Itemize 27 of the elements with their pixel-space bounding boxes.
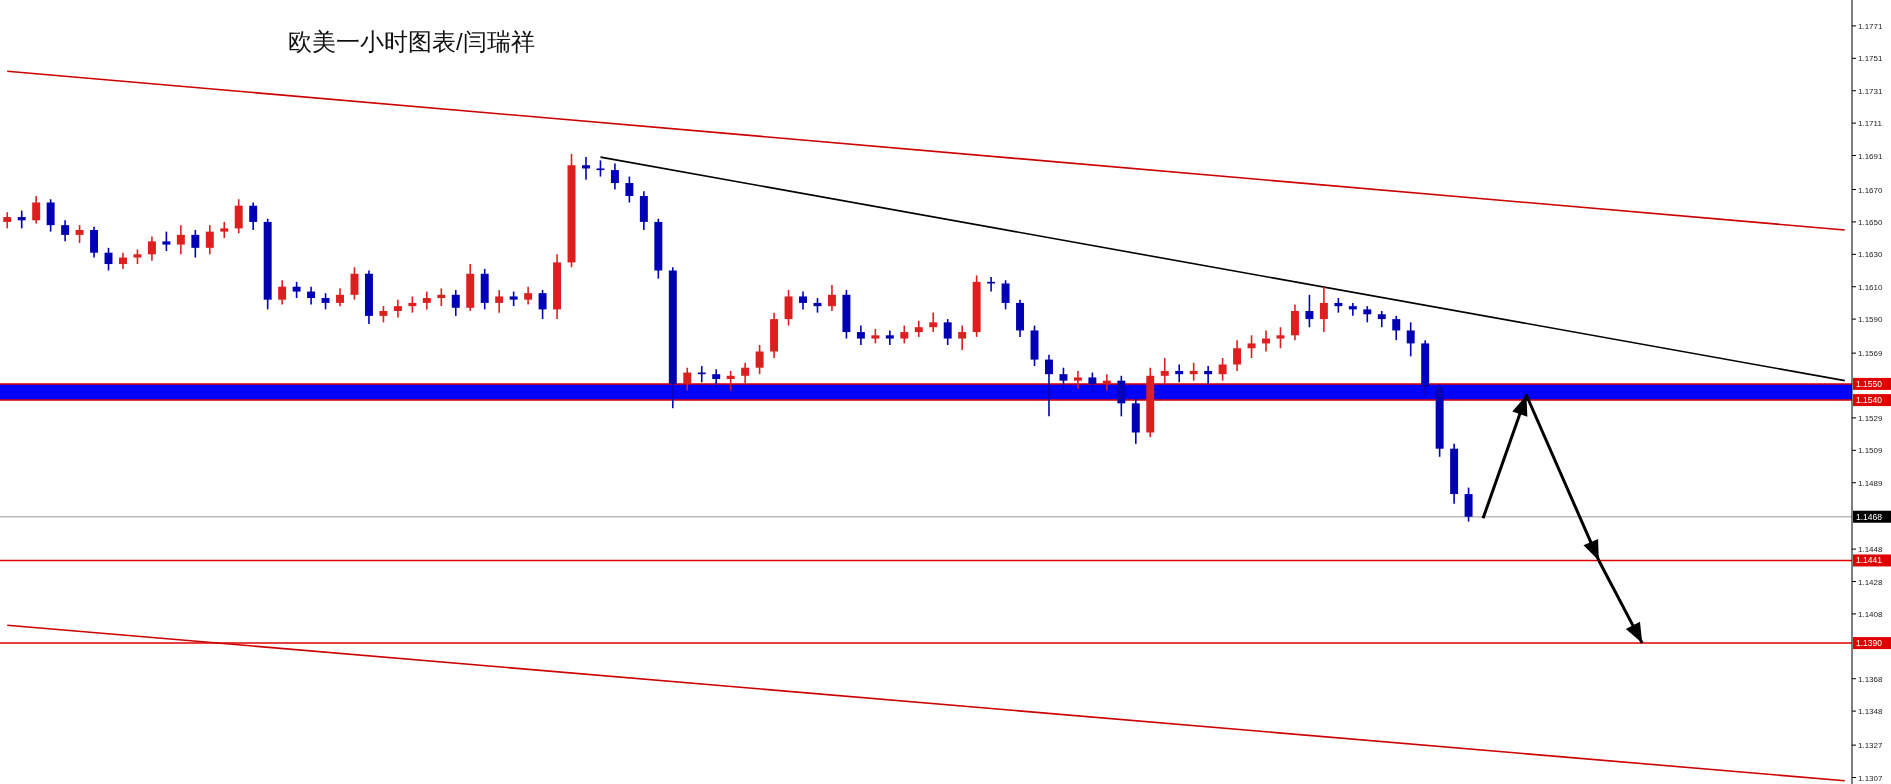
y-tick-label: 1.1529: [1858, 413, 1884, 423]
y-tick-label: 1.1327: [1858, 741, 1884, 751]
y-tick-label: 1.1408: [1858, 609, 1884, 619]
y-tick-label: 1.1448: [1858, 545, 1884, 555]
text: 欧美一小时图表/闫瑞祥: [288, 28, 535, 55]
y-tick-label: 1.1489: [1858, 478, 1884, 488]
y-tick-label: 1.1610: [1858, 282, 1884, 292]
ref-line-label: 1.1540: [1856, 395, 1883, 406]
ref-line-label: 1.1441: [1856, 555, 1883, 566]
y-tick-label: 1.1509: [1858, 446, 1884, 456]
y-tick-label: 1.1731: [1858, 86, 1884, 96]
y-tick-label: 1.1751: [1858, 54, 1884, 64]
ref-line-label: 1.1390: [1856, 638, 1883, 649]
y-tick-label: 1.1650: [1858, 217, 1884, 227]
ref-line-label: 1.1468: [1856, 511, 1883, 522]
y-tick-label: 1.1691: [1858, 151, 1884, 161]
y-tick-label: 1.1670: [1858, 185, 1884, 195]
y-tick-label: 1.1307: [1858, 773, 1884, 783]
y-tick-label: 1.1590: [1858, 315, 1884, 325]
y-tick-label: 1.1711: [1858, 119, 1883, 129]
y-tick-label: 1.1771: [1858, 21, 1884, 31]
y-tick-label: 1.1428: [1858, 577, 1884, 587]
ref-line-label: 1.1550: [1856, 378, 1883, 389]
y-tick-label: 1.1348: [1858, 707, 1884, 717]
y-tick-label: 1.1569: [1858, 349, 1884, 359]
y-tick-label: 1.1630: [1858, 250, 1884, 260]
y-tick-label: 1.1368: [1858, 674, 1884, 684]
